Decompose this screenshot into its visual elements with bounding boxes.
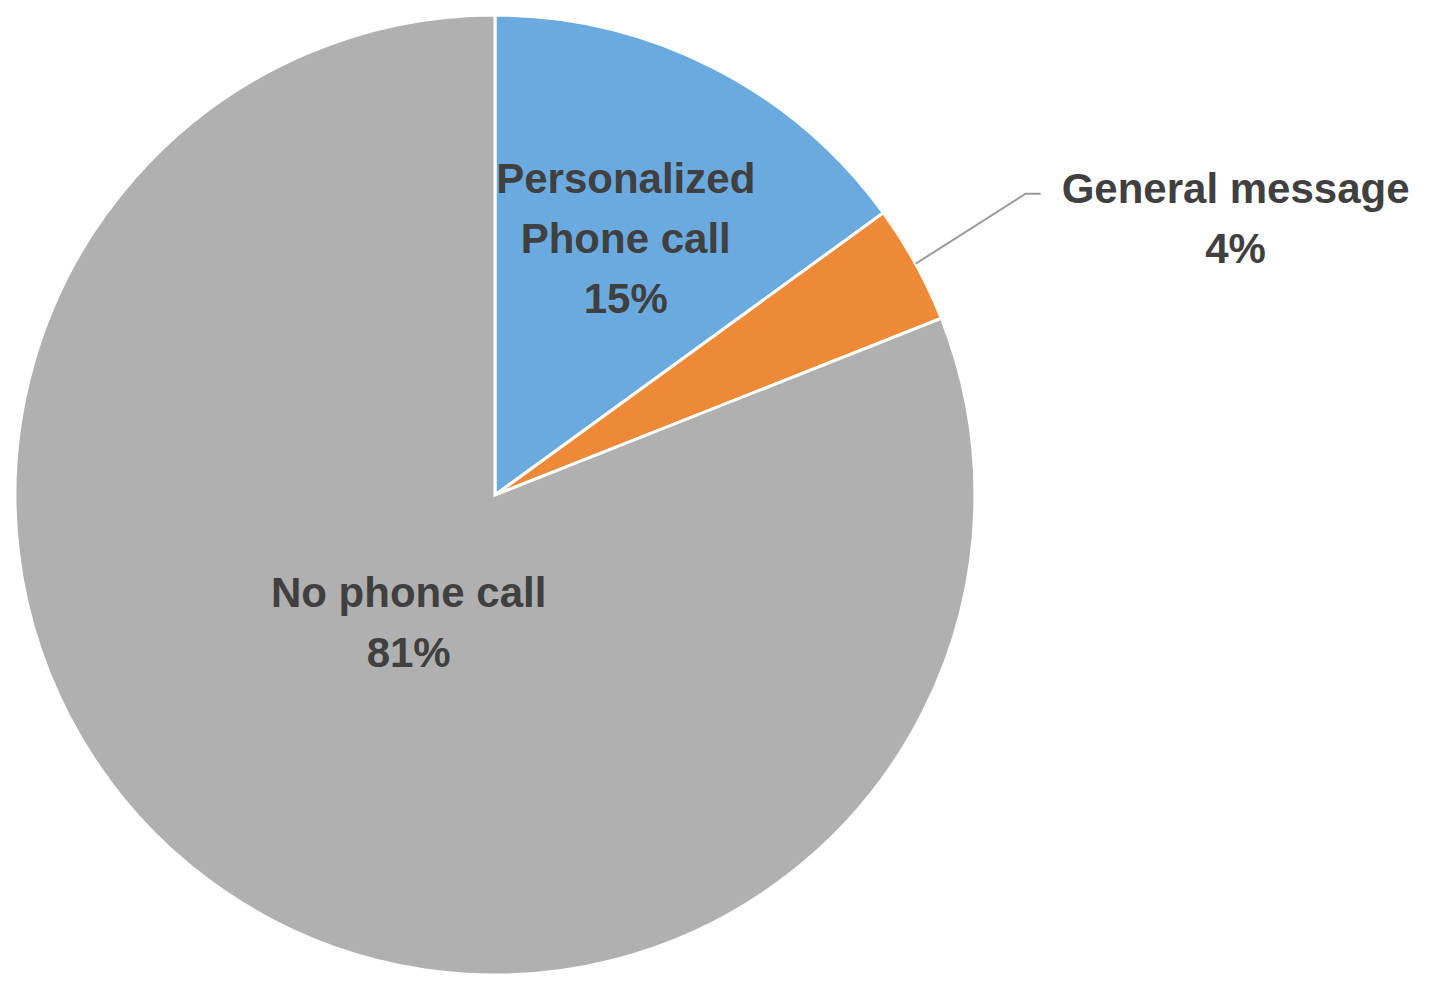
svg-text:General message4%: General message4% [1062, 165, 1410, 272]
svg-text:No phone call81%: No phone call81% [271, 569, 546, 676]
svg-text:PersonalizedPhone call15%: PersonalizedPhone call15% [496, 155, 755, 322]
